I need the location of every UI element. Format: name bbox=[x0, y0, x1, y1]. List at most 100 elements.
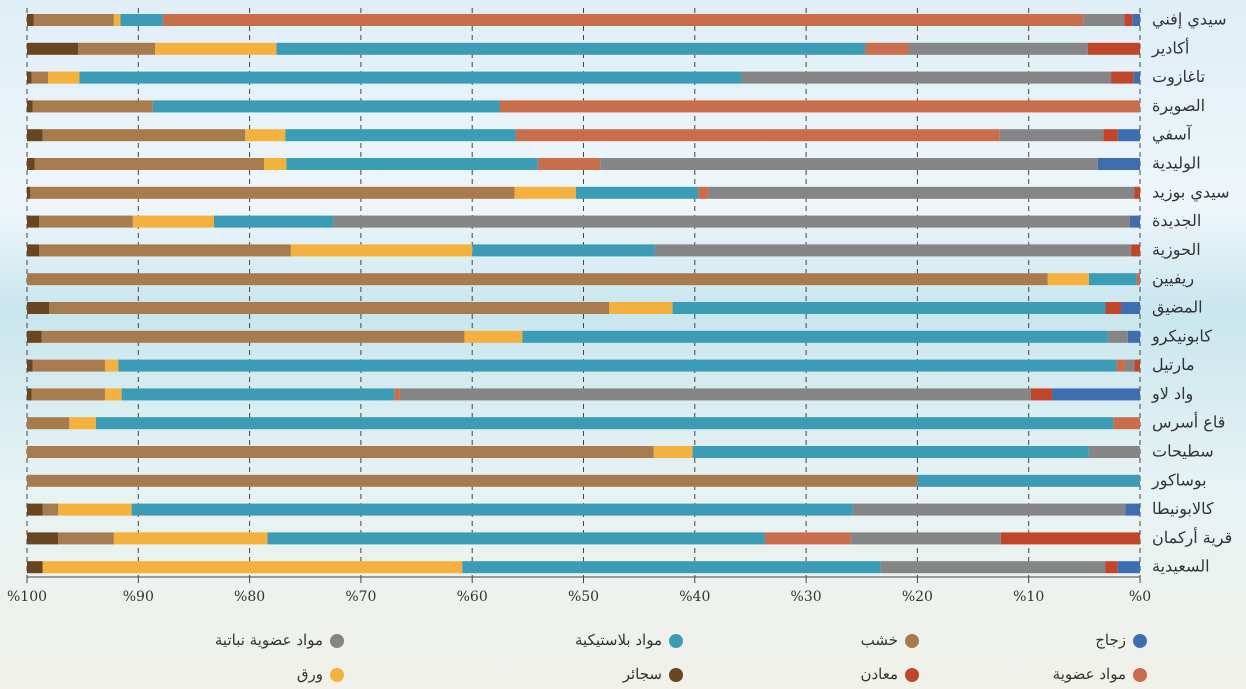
category-label: السعيدية bbox=[1152, 557, 1210, 576]
bar-segment bbox=[333, 216, 1130, 228]
bar-segment bbox=[27, 273, 1048, 285]
legend-marker bbox=[669, 634, 683, 648]
x-tick-label: %60 bbox=[457, 589, 488, 605]
bar-segment bbox=[1083, 14, 1124, 26]
bar-segment bbox=[35, 158, 264, 170]
bar-segment bbox=[214, 216, 333, 228]
bar-segment bbox=[1118, 561, 1140, 573]
x-tick-label: %30 bbox=[791, 589, 822, 605]
bar-segment bbox=[394, 388, 400, 400]
bar-segment bbox=[132, 504, 853, 516]
chart: %0%10%20%30%40%50%60%70%80%90%100سيدي إف… bbox=[0, 0, 1246, 689]
x-tick-label: %100 bbox=[7, 589, 47, 605]
bar-segment bbox=[264, 158, 286, 170]
bar-segment bbox=[908, 43, 1087, 55]
bar-segment bbox=[1137, 273, 1140, 285]
legend-marker bbox=[330, 634, 344, 648]
bar-segment bbox=[34, 14, 114, 26]
x-tick-label: %10 bbox=[1013, 589, 1044, 605]
bar-segment bbox=[27, 216, 39, 228]
bar-segment bbox=[122, 388, 395, 400]
x-tick-label: %20 bbox=[902, 589, 933, 605]
bar-segment bbox=[163, 14, 1083, 26]
bar-segment bbox=[31, 72, 48, 84]
bar-segment bbox=[27, 446, 654, 458]
bar-segment bbox=[1108, 331, 1128, 343]
category-label: مارتيل bbox=[1152, 355, 1195, 374]
bar-segment bbox=[655, 244, 1131, 256]
bar-segment bbox=[31, 388, 104, 400]
bar-segment bbox=[1117, 360, 1126, 372]
category-label: بوساكور bbox=[1151, 470, 1207, 489]
bar-segment bbox=[708, 187, 1134, 199]
bar-segment bbox=[1124, 14, 1132, 26]
legend-label: زجاج bbox=[1095, 631, 1126, 649]
category-label: سطيحات bbox=[1152, 442, 1214, 461]
bar-segment bbox=[27, 72, 31, 84]
bar-segment bbox=[742, 72, 1112, 84]
bar-segment bbox=[1089, 446, 1140, 458]
bar-segment bbox=[286, 158, 538, 170]
bar-segment bbox=[114, 14, 121, 26]
x-tick-label: %40 bbox=[679, 589, 710, 605]
category-label: سيدي بوزيد bbox=[1152, 182, 1230, 201]
bar-segment bbox=[698, 187, 708, 199]
bar-segment bbox=[27, 158, 35, 170]
bar-segment bbox=[27, 244, 39, 256]
bar-segment bbox=[105, 360, 118, 372]
bar-segment bbox=[853, 504, 1126, 516]
bar-segment bbox=[1132, 14, 1140, 26]
bar-segment bbox=[1126, 360, 1135, 372]
bar-segment bbox=[27, 129, 43, 141]
bar-segment bbox=[43, 504, 59, 516]
bar-segment bbox=[576, 187, 698, 199]
bar-segment bbox=[881, 561, 1106, 573]
bar-segment bbox=[105, 388, 122, 400]
bar-segment bbox=[33, 360, 105, 372]
bar-segment bbox=[27, 388, 31, 400]
bar-segment bbox=[514, 187, 575, 199]
bar-segment bbox=[41, 331, 464, 343]
bar-segment bbox=[27, 331, 41, 343]
bar-segment bbox=[1105, 561, 1117, 573]
category-label: تاغازوت bbox=[1152, 67, 1205, 86]
category-label: سيدي إفني bbox=[1152, 10, 1227, 29]
bar-segment bbox=[1113, 417, 1140, 429]
bar-segment bbox=[79, 72, 741, 84]
bar-segment bbox=[27, 532, 58, 544]
bar-segment bbox=[120, 14, 162, 26]
x-tick-label: %80 bbox=[234, 589, 265, 605]
bar-segment bbox=[27, 475, 917, 487]
x-tick-label: %50 bbox=[568, 589, 599, 605]
legend-label: خشب bbox=[861, 631, 898, 649]
legend-marker bbox=[1133, 634, 1147, 648]
bar-segment bbox=[1088, 43, 1140, 55]
category-label: آسفي bbox=[1152, 124, 1193, 144]
legend-label: مواد بلاستيكية bbox=[575, 631, 662, 649]
legend-marker bbox=[905, 634, 919, 648]
bar-segment bbox=[654, 446, 693, 458]
bar-segment bbox=[1048, 273, 1089, 285]
bar-segment bbox=[58, 504, 131, 516]
bar-segment bbox=[276, 43, 865, 55]
bar-segment bbox=[1098, 158, 1140, 170]
legend-marker bbox=[905, 668, 919, 682]
bar-segment bbox=[27, 561, 43, 573]
bar-segment bbox=[1103, 129, 1117, 141]
bar-segment bbox=[1134, 360, 1140, 372]
bar-segment bbox=[245, 129, 285, 141]
bar-segment bbox=[1133, 72, 1140, 84]
bar-segment bbox=[1128, 331, 1140, 343]
bar-segment bbox=[1105, 302, 1121, 314]
category-label: كالابونيطا bbox=[1152, 499, 1214, 518]
bar-segment bbox=[27, 504, 43, 516]
bar-segment bbox=[69, 417, 96, 429]
bar-segment bbox=[1111, 72, 1133, 84]
bar-segment bbox=[43, 561, 463, 573]
x-tick-label: %0 bbox=[1129, 589, 1151, 605]
category-label: قاع أسرس bbox=[1152, 412, 1225, 432]
bar-segment bbox=[96, 417, 1113, 429]
bar-segment bbox=[673, 302, 1106, 314]
x-tick-label: %90 bbox=[123, 589, 154, 605]
bar-segment bbox=[472, 244, 655, 256]
